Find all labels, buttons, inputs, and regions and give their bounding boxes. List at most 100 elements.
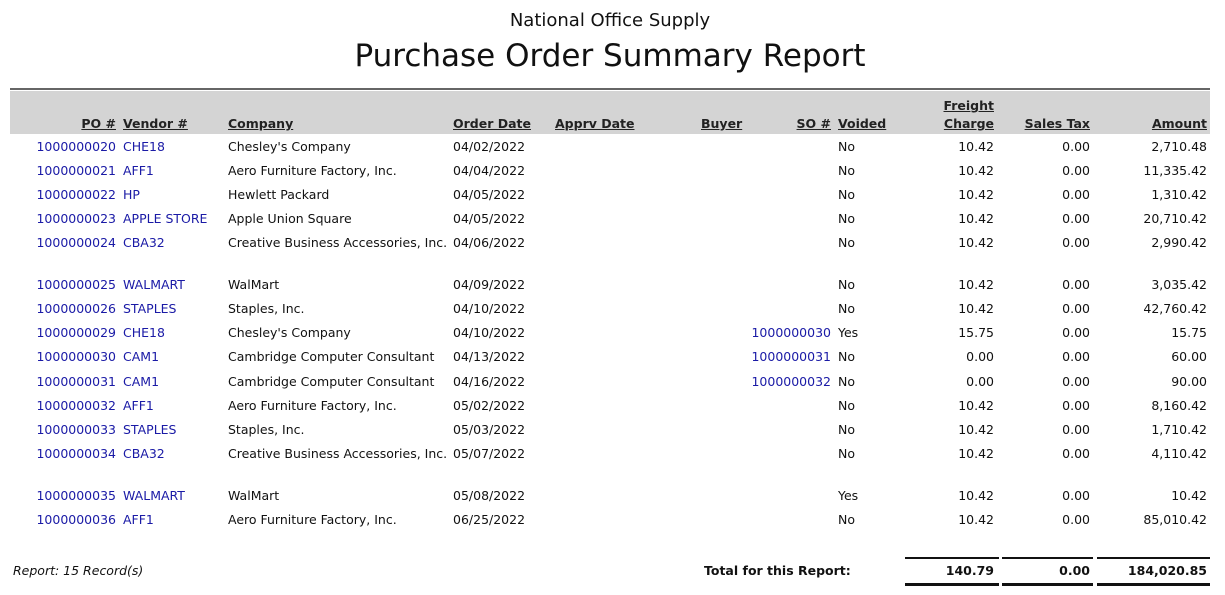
- vendor-link[interactable]: WALMART: [123, 488, 185, 503]
- sales-tax-cell: 0.00: [1062, 277, 1090, 292]
- sales-tax-cell: 0.00: [1062, 398, 1090, 413]
- amount-cell: 8,160.42: [1151, 398, 1207, 413]
- freight-cell: 10.42: [958, 163, 994, 178]
- vendor-link[interactable]: AFF1: [123, 398, 154, 413]
- record-count: Report: 15 Record(s): [13, 563, 144, 578]
- freight-cell: 10.42: [958, 512, 994, 527]
- company-name: National Office Supply: [509, 10, 711, 31]
- voided-cell: No: [838, 211, 855, 226]
- freight-cell: 10.42: [958, 398, 994, 413]
- vendor-link[interactable]: CAM1: [123, 349, 160, 364]
- order-date-cell: 05/08/2022: [453, 488, 526, 503]
- order-date-cell: 05/03/2022: [453, 422, 526, 437]
- col-po[interactable]: PO #: [81, 116, 116, 131]
- col-voided[interactable]: Voided: [838, 116, 887, 131]
- col-company[interactable]: Company: [228, 116, 294, 131]
- vendor-link[interactable]: AFF1: [123, 512, 154, 527]
- voided-cell: No: [838, 277, 855, 292]
- po-number-link[interactable]: 1000000034: [36, 446, 116, 461]
- amount-cell: 2,990.42: [1151, 235, 1207, 250]
- col-vendor[interactable]: Vendor #: [123, 116, 188, 131]
- vendor-link[interactable]: CHE18: [123, 325, 165, 340]
- po-number-link[interactable]: 1000000021: [36, 163, 116, 178]
- voided-cell: No: [838, 301, 855, 316]
- header-rule: [10, 88, 1210, 90]
- col-freight-line1[interactable]: Freight: [943, 98, 995, 113]
- vendor-link[interactable]: CAM1: [123, 374, 160, 389]
- po-number-link[interactable]: 1000000024: [36, 235, 116, 250]
- col-so[interactable]: SO #: [796, 116, 831, 131]
- col-apprv-date[interactable]: Apprv Date: [555, 116, 635, 131]
- company-cell: Creative Business Accessories, Inc.: [228, 235, 448, 250]
- vendor-link[interactable]: WALMART: [123, 277, 185, 292]
- vendor-link[interactable]: HP: [123, 187, 140, 202]
- so-number-link[interactable]: 1000000030: [751, 325, 831, 340]
- voided-cell: No: [838, 422, 855, 437]
- col-order-date[interactable]: Order Date: [453, 116, 531, 131]
- amount-cell: 3,035.42: [1151, 277, 1207, 292]
- freight-cell: 10.42: [958, 139, 994, 154]
- col-sales-tax[interactable]: Sales Tax: [1024, 116, 1090, 131]
- vendor-link[interactable]: STAPLES: [123, 422, 177, 437]
- po-number-link[interactable]: 1000000031: [36, 374, 116, 389]
- freight-cell: 10.42: [958, 277, 994, 292]
- sales-tax-cell: 0.00: [1062, 211, 1090, 226]
- company-cell: Cambridge Computer Consultant: [228, 374, 435, 389]
- order-date-cell: 04/16/2022: [453, 374, 526, 389]
- company-cell: Chesley's Company: [228, 139, 351, 154]
- total-amount-top-rule: [1097, 557, 1210, 559]
- po-number-link[interactable]: 1000000029: [36, 325, 116, 340]
- po-number-link[interactable]: 1000000030: [36, 349, 116, 364]
- freight-cell: 10.42: [958, 446, 994, 461]
- order-date-cell: 06/25/2022: [453, 512, 526, 527]
- vendor-link[interactable]: APPLE STORE: [123, 211, 208, 226]
- voided-cell: No: [838, 235, 855, 250]
- order-date-cell: 05/07/2022: [453, 446, 526, 461]
- freight-cell: 10.42: [958, 422, 994, 437]
- amount-cell: 11,335.42: [1143, 163, 1207, 178]
- vendor-link[interactable]: CBA32: [123, 446, 165, 461]
- po-number-link[interactable]: 1000000023: [36, 211, 116, 226]
- order-date-cell: 04/05/2022: [453, 211, 526, 226]
- vendor-link[interactable]: AFF1: [123, 163, 154, 178]
- company-cell: Staples, Inc.: [228, 422, 305, 437]
- freight-cell: 15.75: [958, 325, 994, 340]
- freight-cell: 10.42: [958, 301, 994, 316]
- po-number-link[interactable]: 1000000026: [36, 301, 116, 316]
- amount-cell: 15.75: [1171, 325, 1207, 340]
- total-tax-top-rule: [1002, 557, 1093, 559]
- order-date-cell: 04/06/2022: [453, 235, 526, 250]
- po-number-link[interactable]: 1000000032: [36, 398, 116, 413]
- company-cell: Aero Furniture Factory, Inc.: [228, 398, 397, 413]
- po-number-link[interactable]: 1000000035: [36, 488, 116, 503]
- total-freight-top-rule: [905, 557, 999, 559]
- so-number-link[interactable]: 1000000031: [751, 349, 831, 364]
- po-number-link[interactable]: 1000000022: [36, 187, 116, 202]
- vendor-link[interactable]: CHE18: [123, 139, 165, 154]
- order-date-cell: 04/04/2022: [453, 163, 526, 178]
- col-buyer[interactable]: Buyer: [701, 116, 743, 131]
- po-number-link[interactable]: 1000000033: [36, 422, 116, 437]
- amount-cell: 4,110.42: [1151, 446, 1207, 461]
- company-cell: Cambridge Computer Consultant: [228, 349, 435, 364]
- company-cell: Staples, Inc.: [228, 301, 305, 316]
- freight-cell: 10.42: [958, 187, 994, 202]
- column-header-band: [10, 91, 1210, 134]
- company-cell: Chesley's Company: [228, 325, 351, 340]
- total-label: Total for this Report:: [704, 563, 851, 578]
- po-number-link[interactable]: 1000000036: [36, 512, 116, 527]
- voided-cell: No: [838, 512, 855, 527]
- po-number-link[interactable]: 1000000025: [36, 277, 116, 292]
- sales-tax-cell: 0.00: [1062, 163, 1090, 178]
- order-date-cell: 04/13/2022: [453, 349, 526, 364]
- order-date-cell: 04/02/2022: [453, 139, 526, 154]
- vendor-link[interactable]: STAPLES: [123, 301, 177, 316]
- so-number-link[interactable]: 1000000032: [751, 374, 831, 389]
- vendor-link[interactable]: CBA32: [123, 235, 165, 250]
- sales-tax-cell: 0.00: [1062, 325, 1090, 340]
- company-cell: Apple Union Square: [228, 211, 352, 226]
- po-number-link[interactable]: 1000000020: [36, 139, 116, 154]
- order-date-cell: 05/02/2022: [453, 398, 526, 413]
- col-freight-line2[interactable]: Charge: [943, 116, 994, 131]
- col-amount[interactable]: Amount: [1151, 116, 1207, 131]
